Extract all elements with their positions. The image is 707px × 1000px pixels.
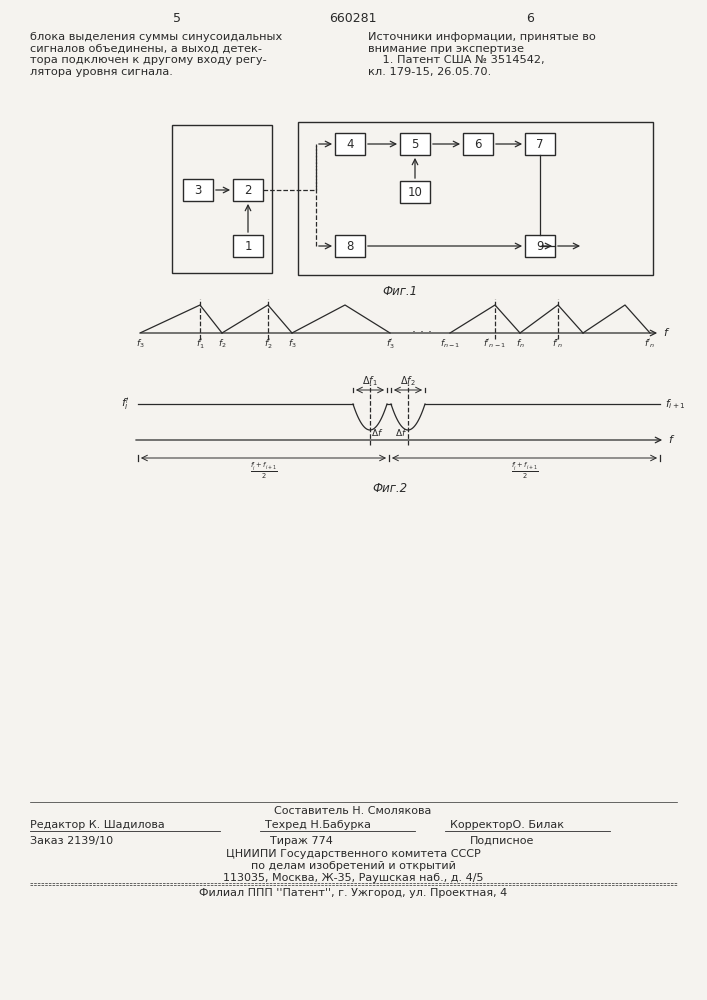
Text: . . .: . . . xyxy=(412,322,432,336)
Text: 10: 10 xyxy=(407,186,423,198)
Text: Подписное: Подписное xyxy=(470,836,534,846)
Text: по делам изобретений и открытий: по делам изобретений и открытий xyxy=(250,861,455,871)
Bar xyxy=(400,181,430,203)
Bar xyxy=(335,133,365,155)
Bar xyxy=(298,122,653,275)
Bar xyxy=(463,133,493,155)
Text: $f'_{n-1}$: $f'_{n-1}$ xyxy=(484,337,507,350)
Text: КорректорО. Билак: КорректорО. Билак xyxy=(450,820,564,830)
Text: 7: 7 xyxy=(536,137,544,150)
Text: Заказ 2139/10: Заказ 2139/10 xyxy=(30,836,113,846)
Text: 2: 2 xyxy=(244,184,252,196)
Text: $\Delta f_2$: $\Delta f_2$ xyxy=(400,374,416,388)
Text: f: f xyxy=(663,328,667,338)
Text: 1: 1 xyxy=(244,239,252,252)
Text: $f_i'$: $f_i'$ xyxy=(122,396,130,412)
Text: $\frac{f_i^{\prime}+f_{i+1}}{2}$: $\frac{f_i^{\prime}+f_{i+1}}{2}$ xyxy=(250,461,277,482)
Text: 8: 8 xyxy=(346,239,354,252)
Text: ЦНИИПИ Государственного комитета СССР: ЦНИИПИ Государственного комитета СССР xyxy=(226,849,480,859)
Text: 3: 3 xyxy=(194,184,201,196)
Text: $f_2$: $f_2$ xyxy=(218,337,226,350)
Text: $f_3'$: $f_3'$ xyxy=(386,337,395,351)
Text: $\Delta f$: $\Delta f$ xyxy=(371,427,383,438)
Text: $\Delta f$: $\Delta f$ xyxy=(395,427,407,438)
Text: Тираж 774: Тираж 774 xyxy=(270,836,333,846)
Bar xyxy=(525,133,555,155)
Text: $f_n$: $f_n$ xyxy=(515,337,525,350)
Bar xyxy=(400,133,430,155)
Text: $f_1'$: $f_1'$ xyxy=(196,337,204,351)
Text: $f_{i+1}$: $f_{i+1}$ xyxy=(665,397,686,411)
Text: $f_3$: $f_3$ xyxy=(288,337,296,350)
Text: Редактор К. Шадилова: Редактор К. Шадилова xyxy=(30,820,165,830)
Bar xyxy=(172,125,272,273)
Text: Фиг.2: Фиг.2 xyxy=(373,482,407,495)
Text: 660281: 660281 xyxy=(329,12,377,25)
Bar xyxy=(233,235,263,257)
Bar xyxy=(233,179,263,201)
Text: блока выделения суммы синусоидальных
сигналов объединены, а выход детек-
тора по: блока выделения суммы синусоидальных сиг… xyxy=(30,32,282,77)
Text: $f'_n$: $f'_n$ xyxy=(552,337,563,350)
Text: 4: 4 xyxy=(346,137,354,150)
Bar xyxy=(525,235,555,257)
Text: $f'_n$: $f'_n$ xyxy=(644,337,656,350)
Text: f: f xyxy=(668,435,672,445)
Text: 6: 6 xyxy=(474,137,481,150)
Text: $f_3$: $f_3$ xyxy=(136,337,144,350)
Text: Фиг.1: Фиг.1 xyxy=(382,285,418,298)
Text: $\Delta f_1$: $\Delta f_1$ xyxy=(362,374,378,388)
Text: 5: 5 xyxy=(173,12,181,25)
Bar xyxy=(335,235,365,257)
Text: 9: 9 xyxy=(536,239,544,252)
Text: Составитель Н. Смолякова: Составитель Н. Смолякова xyxy=(274,806,432,816)
Text: Филиал ППП ''Патент'', г. Ужгород, ул. Проектная, 4: Филиал ППП ''Патент'', г. Ужгород, ул. П… xyxy=(199,888,507,898)
Bar xyxy=(183,179,213,201)
Text: Источники информации, принятые во
внимание при экспертизе
    1. Патент США № 35: Источники информации, принятые во вниман… xyxy=(368,32,596,77)
Text: 6: 6 xyxy=(526,12,534,25)
Text: $f_{n-1}$: $f_{n-1}$ xyxy=(440,337,460,350)
Text: 5: 5 xyxy=(411,137,419,150)
Text: $\frac{f_i^{\prime}+f_{i+1}}{2}$: $\frac{f_i^{\prime}+f_{i+1}}{2}$ xyxy=(510,461,538,482)
Text: $f_2'$: $f_2'$ xyxy=(264,337,272,351)
Text: Техред Н.Бабурка: Техред Н.Бабурка xyxy=(265,820,371,830)
Text: 113035, Москва, Ж-35, Раушская наб., д. 4/5: 113035, Москва, Ж-35, Раушская наб., д. … xyxy=(223,873,484,883)
